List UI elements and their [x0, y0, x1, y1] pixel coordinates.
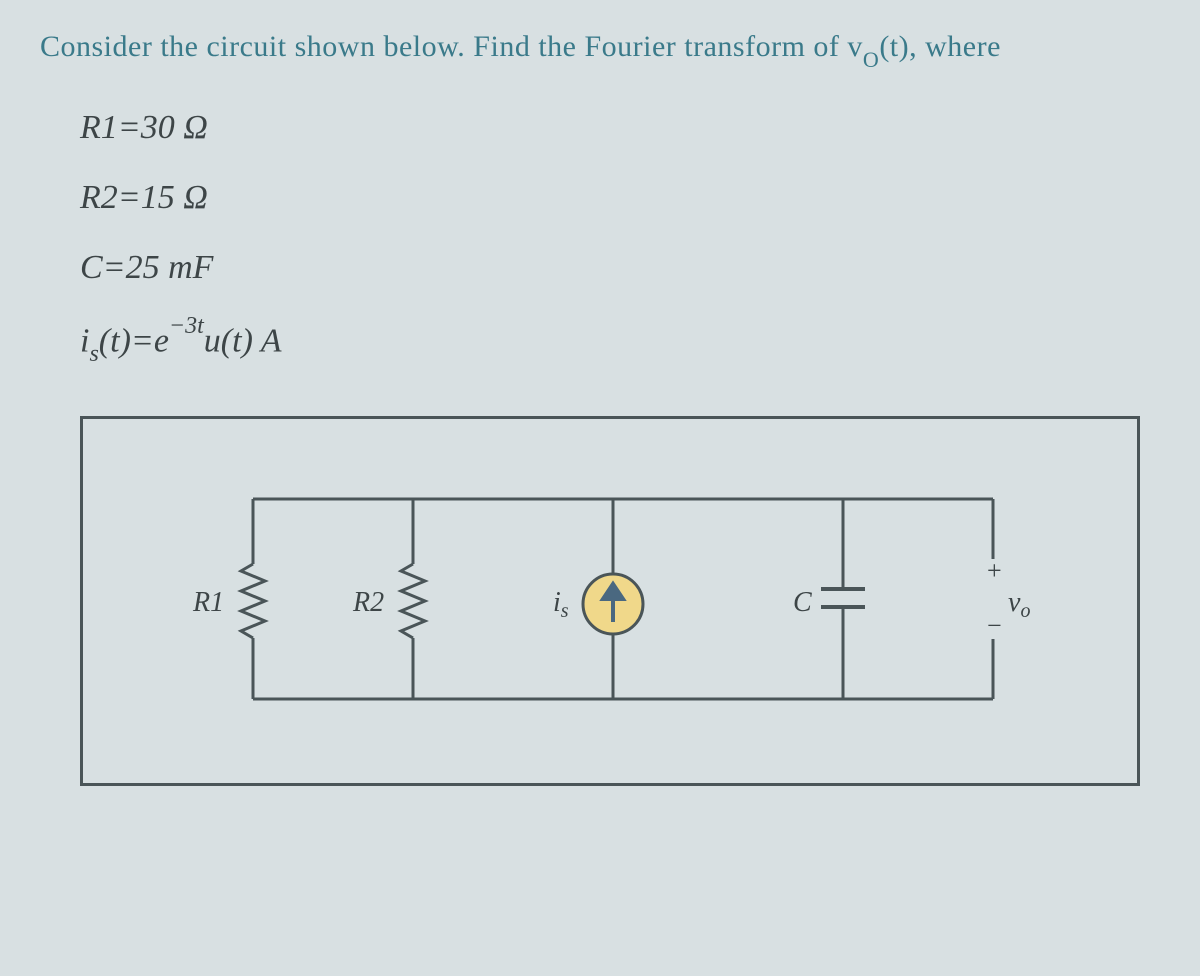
question-prompt: Consider the circuit shown below. Find t… — [40, 30, 1160, 69]
circuit-svg: R1 R2 is C + vo − — [163, 479, 1063, 729]
prompt-prefix: Consider the circuit shown below. Find t… — [40, 30, 847, 63]
is-sub: s — [89, 341, 98, 367]
prompt-var-v: v — [847, 30, 863, 63]
is-suffix: u(t) A — [204, 322, 282, 359]
is-label: is — [553, 587, 569, 622]
given-r2: R2=15 Ω — [80, 179, 1160, 217]
r1-resistor — [241, 564, 265, 638]
is-exp: −3t — [169, 313, 204, 339]
prompt-var-t: (t) — [879, 30, 909, 63]
circuit-diagram-container: R1 R2 is C + vo − — [80, 416, 1140, 786]
r2-label: R2 — [352, 587, 384, 618]
given-is: is(t)=e−3tu(t) A — [80, 319, 1160, 366]
is-mid: (t)=e — [99, 322, 169, 359]
r2-resistor — [401, 564, 425, 638]
vo-minus: − — [987, 611, 1002, 640]
given-r1: R1=30 Ω — [80, 109, 1160, 147]
vo-label: vo — [1008, 587, 1030, 622]
prompt-suffix: , where — [909, 30, 1001, 63]
r1-label: R1 — [192, 587, 224, 618]
c-label: C — [793, 587, 812, 618]
prompt-var-o: O — [863, 47, 879, 72]
given-values-block: R1=30 Ω R2=15 Ω C=25 mF is(t)=e−3tu(t) A — [80, 109, 1160, 366]
vo-plus: + — [987, 556, 1002, 585]
given-c: C=25 mF — [80, 249, 1160, 287]
